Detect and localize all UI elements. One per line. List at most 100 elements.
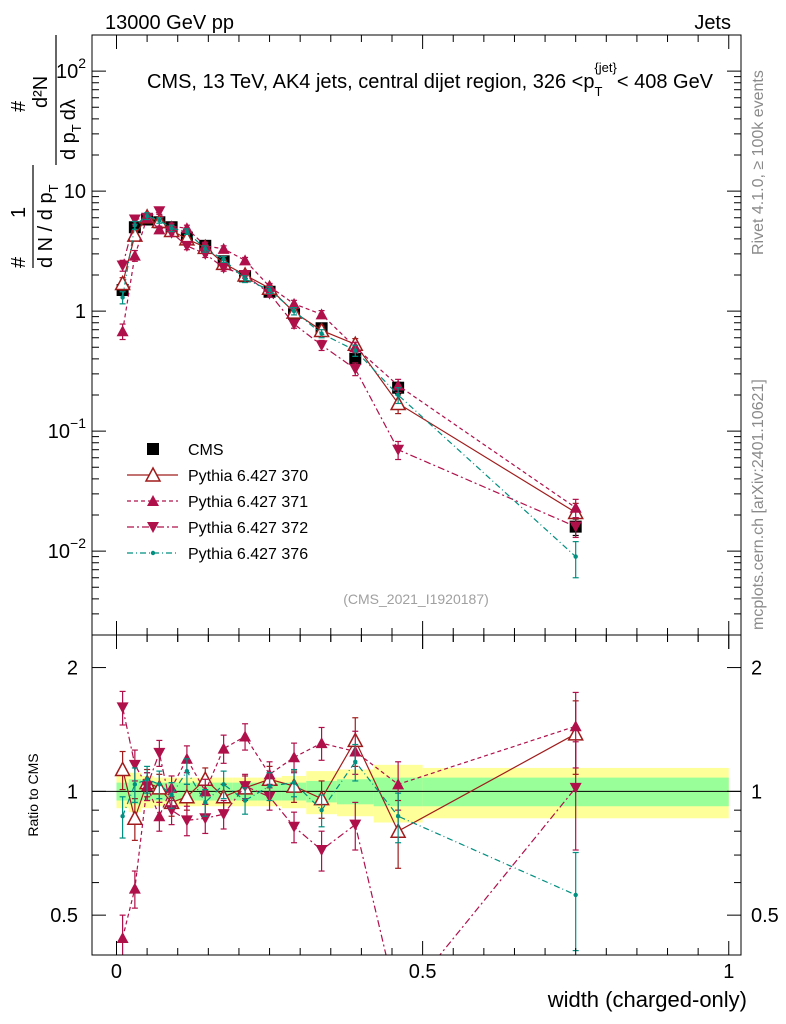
y-tick-label: 1: [75, 301, 86, 323]
main-frame: [91, 34, 742, 636]
x-tick-label: 0: [111, 961, 122, 983]
y-tick-label: 102: [56, 55, 86, 83]
series-pythia-6-427-371: [116, 211, 582, 519]
series-pythia-6-427-370: [114, 208, 584, 525]
series-group: [114, 690, 584, 955]
data-point: [120, 814, 125, 819]
data-point: [573, 892, 578, 898]
data-point: [349, 363, 362, 375]
data-point: [144, 213, 150, 219]
series-pythia-6-427-376: [119, 743, 579, 952]
data-point: [184, 768, 190, 774]
x-tick-label: 0.5: [409, 961, 437, 983]
energy-label: 13000 GeV pp: [105, 12, 234, 34]
data-point: [291, 308, 297, 314]
main-panel: 102 10 1 10−1 10−2: [48, 34, 742, 649]
data-point: [569, 720, 582, 732]
data-point: [116, 931, 129, 943]
y-tick-label: 10−2: [48, 535, 86, 563]
data-point: [169, 226, 174, 231]
ratio-y-tick-label-right: 2: [751, 658, 762, 680]
data-point: [128, 214, 141, 226]
data-point: [242, 276, 248, 282]
chart-title: CMS, 13 TeV, AK4 jets, central dijet reg…: [147, 60, 714, 99]
data-point: [116, 260, 129, 272]
data-point: [573, 554, 578, 559]
data-point: [288, 821, 301, 833]
ratio-ylabel: Ratio to CMS: [25, 753, 41, 836]
data-point: [217, 809, 230, 821]
legend-marker: [150, 550, 156, 556]
legend-label: CMS: [188, 442, 224, 459]
data-point: [126, 809, 144, 826]
ratio-y-tick-label: 0.5: [50, 905, 78, 927]
data-point: [221, 782, 226, 787]
legend-label: Pythia 6.427 370: [188, 468, 308, 485]
ratio-frame: [91, 634, 742, 956]
data-point: [217, 242, 230, 254]
data-point: [203, 800, 208, 805]
data-point: [153, 223, 166, 235]
series-cms: [116, 213, 582, 537]
series-line: [122, 216, 577, 509]
ylabel-dn: d N / d pT: [35, 184, 61, 268]
data-point: [319, 807, 324, 813]
y-tick-label: 10−1: [48, 415, 86, 443]
analysis-id: (CMS_2021_I1920187): [343, 591, 489, 607]
data-point: [315, 308, 328, 320]
data-point: [288, 297, 301, 309]
series-line: [122, 707, 577, 955]
data-point: [315, 340, 328, 352]
series-line: [122, 725, 576, 939]
data-point: [239, 254, 252, 266]
category-label: Jets: [694, 12, 731, 34]
data-point: [217, 742, 230, 754]
data-point: [120, 295, 125, 300]
legend-label: Pythia 6.427 371: [188, 494, 308, 511]
data-point: [353, 348, 358, 353]
ylabel-den: d pTdλ: [58, 99, 84, 160]
data-point: [242, 798, 248, 803]
data-point: [267, 287, 272, 293]
legend-marker: [144, 466, 162, 482]
data-point: [153, 810, 166, 822]
y-tick-label: 10: [64, 181, 86, 203]
ylabel-hash-lower: #: [8, 256, 30, 268]
data-point: [392, 778, 405, 790]
data-point: [203, 246, 208, 252]
data-point: [569, 521, 582, 533]
xlabel: width (charged-only): [547, 987, 747, 1012]
ylabel-one: 1: [8, 207, 30, 218]
ratio-y-tick-label-right: 1: [751, 781, 762, 803]
ratio-panel: 2 2 1 1 0.5 0.5 0 0.5 1: [50, 634, 779, 983]
ratio-y-tick-label: 1: [67, 781, 78, 803]
data-point: [153, 206, 166, 218]
data-point: [128, 882, 141, 894]
data-point: [239, 781, 252, 793]
series-line: [122, 760, 576, 896]
data-point: [157, 218, 162, 223]
series-pythia-6-427-371: [116, 691, 582, 955]
data-point: [144, 777, 150, 782]
ratio-y-tick-label: 2: [67, 658, 78, 680]
legend-marker: [147, 522, 159, 533]
legend-marker: [147, 495, 159, 506]
x-tick-label: 1: [723, 961, 734, 983]
data-point: [395, 814, 401, 819]
data-point: [128, 249, 141, 261]
data-point: [319, 331, 324, 336]
data-point: [288, 751, 301, 763]
data-point: [315, 737, 328, 749]
data-point: [315, 845, 328, 857]
data-point: [153, 747, 166, 759]
data-point: [169, 792, 174, 798]
data-point: [180, 222, 193, 234]
data-point: [353, 759, 358, 764]
legend: CMS Pythia 6.427 370 Pythia 6.427 371 Pythi…: [127, 442, 308, 563]
series-pythia-6-427-372: [116, 206, 582, 539]
data-point: [180, 815, 193, 827]
data-point: [184, 229, 190, 234]
data-point: [114, 760, 131, 777]
data-point: [114, 274, 131, 291]
